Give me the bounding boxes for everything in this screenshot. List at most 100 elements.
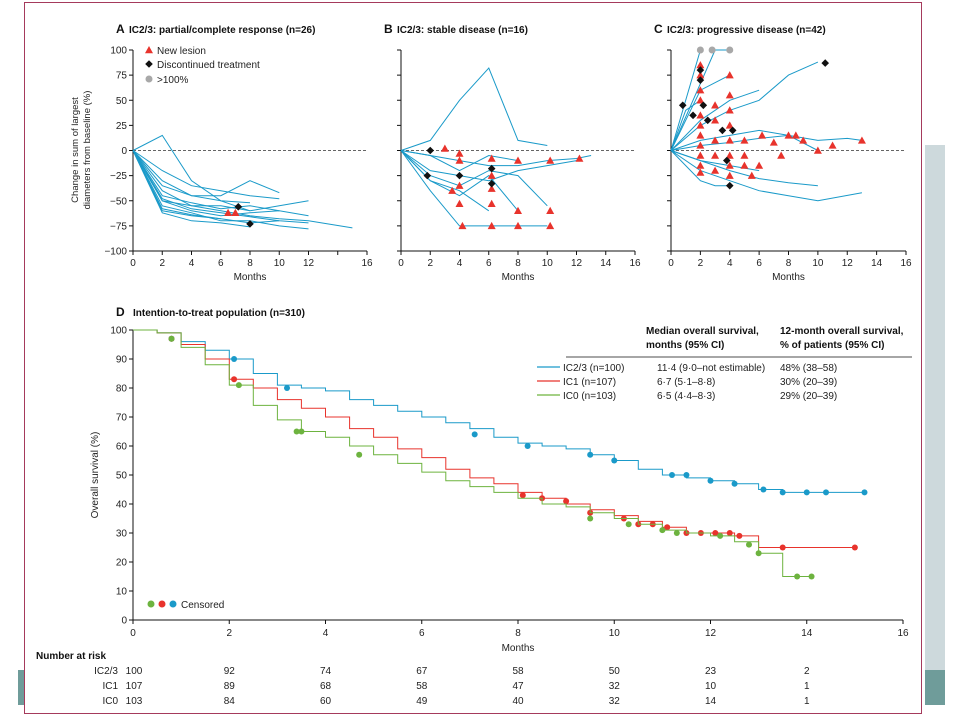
risk-value: 50 [609, 666, 621, 677]
risk-value: 14 [705, 696, 717, 707]
new-lesion-marker [575, 154, 584, 162]
x-tick-label: 14 [801, 628, 813, 639]
y-tick-label: 25 [116, 121, 128, 132]
patient-line [132, 150, 280, 200]
legend-median: 6·7 (5·1–8·8) [657, 377, 715, 388]
censored-marker [587, 451, 594, 458]
new-lesion-marker [758, 131, 767, 139]
new-lesion-marker [696, 96, 705, 104]
new-lesion-marker [696, 168, 705, 176]
patient-line [400, 150, 577, 182]
new-lesion-marker [769, 138, 778, 146]
y-tick-label: 75 [116, 71, 128, 82]
panel-title: IC2/3: partial/complete response (n=26) [129, 25, 315, 36]
censored-marker [471, 431, 478, 438]
risk-value: 1 [804, 696, 810, 707]
y-tick-label: 0 [121, 146, 127, 157]
x-tick-label: 2 [427, 258, 433, 269]
background-bar-left [18, 670, 25, 705]
x-tick-label: 12 [705, 628, 717, 639]
survival-table: Median overall survival, months (95% CI) 1… [537, 326, 912, 402]
censored-marker [779, 544, 786, 551]
new-lesion-marker [696, 71, 705, 79]
censored-legend-dot [158, 600, 166, 608]
risk-value: 32 [609, 681, 621, 692]
panel-title: Intention-to-treat population (n=310) [133, 308, 305, 319]
new-lesion-marker [514, 156, 522, 164]
panel-d: D Intention-to-treat population (n=310)10… [36, 305, 912, 707]
censored-marker [673, 530, 680, 536]
censored-marker [625, 521, 632, 528]
x-tick-label: 10 [609, 628, 621, 639]
panel-letter: D [116, 305, 125, 319]
discontinued-marker [699, 101, 708, 110]
over100-marker [696, 46, 704, 54]
censored-marker [736, 532, 743, 539]
x-tick-label: 6 [486, 258, 492, 269]
new-lesion-marker [487, 184, 496, 192]
risk-value: 89 [224, 681, 236, 692]
background-panel-right [925, 145, 945, 705]
new-lesion-marker [725, 121, 734, 129]
new-lesion-marker [224, 208, 233, 217]
new-lesion-marker [514, 221, 522, 230]
censored-marker [717, 532, 724, 539]
risk-value: 67 [416, 666, 428, 677]
risk-value: 23 [705, 666, 717, 677]
x-axis-label: Months [502, 643, 535, 654]
legend-over100-marker [145, 75, 153, 83]
x-tick-label: 6 [756, 258, 762, 269]
new-lesion-marker [725, 91, 734, 99]
new-lesion-marker [546, 156, 555, 164]
x-tick-label: 0 [130, 628, 136, 639]
patient-line [670, 129, 862, 151]
x-tick-label: 10 [274, 258, 286, 269]
censored-marker [168, 335, 175, 342]
censored-marker [356, 451, 363, 458]
patient-line [670, 49, 701, 151]
risk-table-title: Number at risk [36, 651, 106, 662]
new-lesion-marker [455, 149, 464, 157]
table-header: 12-month overall survival, [780, 326, 904, 337]
censored-marker [803, 489, 810, 496]
x-tick-label: 16 [900, 258, 912, 269]
new-lesion-marker [784, 131, 793, 139]
legend-median: 6·5 (4·4–8·3) [657, 391, 715, 402]
legend-series-name: IC0 (n=103) [563, 391, 616, 402]
km-curve [133, 329, 855, 548]
x-tick-label: 2 [698, 258, 704, 269]
discontinued-marker [689, 111, 697, 120]
y-tick-label: 100 [110, 46, 127, 57]
legend-new-lesion-marker [145, 46, 153, 54]
censored-marker [851, 544, 858, 551]
y-tick-label: 30 [116, 529, 128, 540]
x-tick-label: 4 [727, 258, 733, 269]
censored-legend-dot [147, 600, 155, 608]
risk-row-label: IC1 [102, 681, 118, 692]
censored-marker [524, 443, 531, 449]
new-lesion-marker [455, 181, 464, 189]
new-lesion-marker [696, 151, 705, 159]
new-lesion-marker [711, 136, 720, 144]
censored-marker [746, 541, 752, 548]
discontinued-marker [696, 76, 705, 84]
censored-marker [231, 356, 238, 362]
x-tick-label: 12 [571, 258, 583, 269]
new-lesion-marker [546, 206, 555, 214]
table-header: months (95% CI) [646, 340, 724, 351]
x-tick-label: 12 [303, 258, 315, 269]
y-tick-label: −25 [110, 171, 127, 182]
censored-marker [659, 527, 666, 534]
discontinued-marker [423, 171, 432, 180]
x-tick-label: 6 [419, 628, 425, 639]
km-curve [133, 329, 812, 577]
y-tick-label: 70 [116, 413, 128, 424]
risk-value: 92 [224, 666, 236, 677]
censored-marker [563, 498, 570, 505]
new-lesion-marker [696, 131, 705, 139]
new-lesion-marker [487, 221, 496, 230]
censored-marker [823, 489, 829, 496]
new-lesion-marker [696, 121, 705, 129]
y-tick-label: 20 [116, 558, 128, 569]
patient-line [670, 61, 819, 151]
